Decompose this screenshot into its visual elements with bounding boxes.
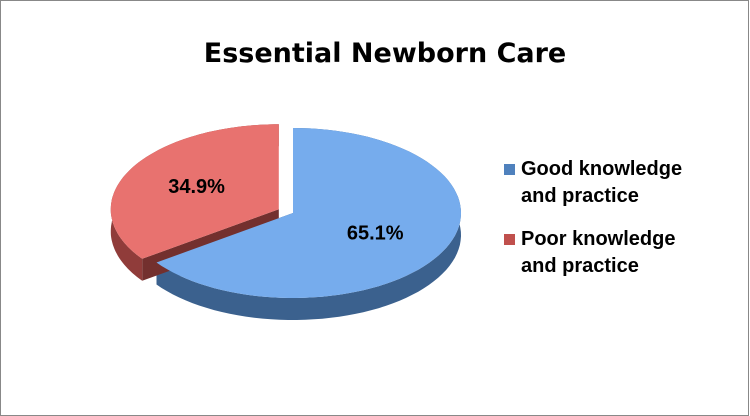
data-label: 65.1% (347, 223, 404, 245)
pie-tops (110, 124, 461, 298)
legend-entry: Poor knowledge and practice (504, 226, 744, 280)
slice (110, 124, 279, 259)
legend-entry: Good knowledge and practice (504, 156, 744, 210)
pie-labels: 65.1% 34.9% (168, 176, 404, 244)
legend-swatch (504, 164, 515, 175)
slice-side (156, 128, 461, 320)
chart-title: Essential Newborn Care (204, 38, 566, 69)
legend-swatch (504, 234, 515, 245)
legend-label: Poor knowledge and practice (521, 228, 676, 277)
legend: Good knowledge and practice Poor knowledg… (504, 156, 744, 296)
data-label: 34.9% (168, 176, 225, 198)
slice (156, 128, 461, 298)
legend-label: Good knowledge and practice (521, 158, 683, 207)
